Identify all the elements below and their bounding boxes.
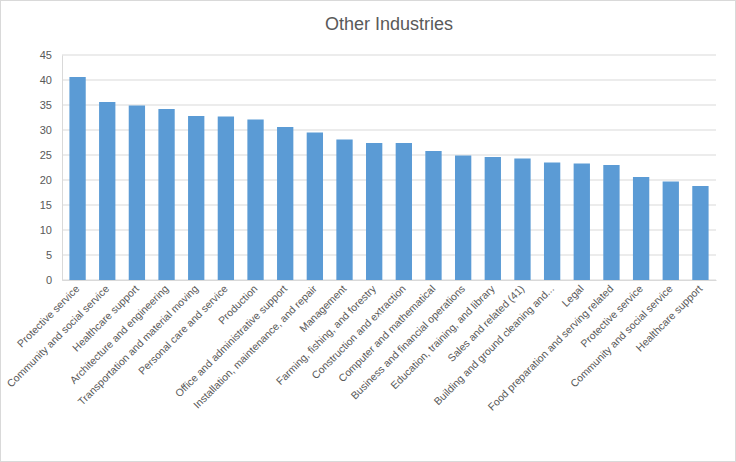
bar	[366, 143, 382, 280]
y-tick: 15	[40, 199, 62, 211]
grid-line	[62, 105, 716, 106]
bar	[99, 102, 115, 280]
bar	[247, 120, 263, 281]
x-tick: Installation, maintenance, and repair	[191, 280, 320, 411]
x-tick-label: Office and administrative support	[172, 282, 289, 399]
y-axis: 0 5 10 15 20 25 30 35 40 45	[40, 49, 63, 286]
bar	[692, 186, 708, 280]
grid-line	[62, 55, 716, 56]
y-tick: 5	[46, 249, 62, 261]
bar	[663, 182, 679, 281]
x-axis: Protective serviceCommunity and social s…	[4, 280, 716, 413]
y-tick-label: 45	[40, 49, 52, 61]
bar	[514, 159, 530, 281]
bar	[218, 117, 234, 281]
bar	[455, 156, 471, 281]
y-tick: 0	[46, 274, 62, 286]
bar	[485, 157, 501, 280]
bar	[158, 109, 174, 280]
y-tick: 35	[40, 99, 62, 111]
plot: 0 5 10 15 20 25 30 35 40 45 Protective serviceComm…	[4, 49, 716, 413]
bar	[396, 143, 412, 280]
bar	[633, 177, 649, 280]
x-tick: Healthcare support	[633, 280, 704, 354]
bar	[574, 164, 590, 281]
bar	[425, 151, 441, 280]
x-tick-label: Healthcare support	[633, 282, 704, 353]
grid	[62, 55, 716, 280]
y-tick: 30	[40, 124, 62, 136]
grid-line	[62, 80, 716, 81]
x-tick: Office and administrative support	[172, 280, 289, 399]
y-tick-label: 40	[40, 74, 52, 86]
x-tick-label: Legal	[559, 282, 586, 309]
y-tick: 25	[40, 149, 62, 161]
x-tick: Food preparation and serving related	[485, 280, 615, 413]
chart-border	[1, 1, 736, 462]
y-tick-label: 10	[40, 224, 52, 236]
x-tick-label: Education, training, and library	[388, 282, 497, 391]
y-tick-label: 15	[40, 199, 52, 211]
x-axis-line	[63, 280, 717, 281]
y-tick: 40	[40, 74, 62, 86]
bar	[603, 165, 619, 280]
y-tick-label: 35	[40, 99, 52, 111]
bar	[336, 140, 352, 281]
y-tick-label: 20	[40, 174, 52, 186]
y-axis-line	[62, 56, 63, 281]
x-tick-label: Food preparation and serving related	[485, 282, 615, 412]
y-tick-label: 0	[46, 274, 52, 286]
bar	[188, 116, 204, 280]
bar	[129, 106, 145, 281]
x-tick: Building and ground cleaning and...	[431, 280, 556, 407]
y-tick-label: 5	[46, 249, 52, 261]
bars	[69, 77, 708, 280]
y-tick-label: 25	[40, 149, 52, 161]
chart: 0 5 10 15 20 25 30 35 40 45 Protective serviceComm…	[0, 0, 736, 462]
title: Other Industries	[325, 14, 453, 34]
y-tick: 20	[40, 174, 62, 186]
y-tick: 10	[40, 224, 62, 236]
y-tick: 45	[40, 49, 62, 61]
x-tick-label: Installation, maintenance, and repair	[191, 282, 320, 411]
x-tick: Legal	[559, 280, 586, 309]
y-tick-label: 30	[40, 124, 52, 136]
bar	[277, 127, 293, 280]
bar	[307, 133, 323, 281]
x-tick-label: Building and ground cleaning and...	[431, 282, 556, 407]
bar	[544, 163, 560, 281]
bar	[69, 77, 85, 280]
